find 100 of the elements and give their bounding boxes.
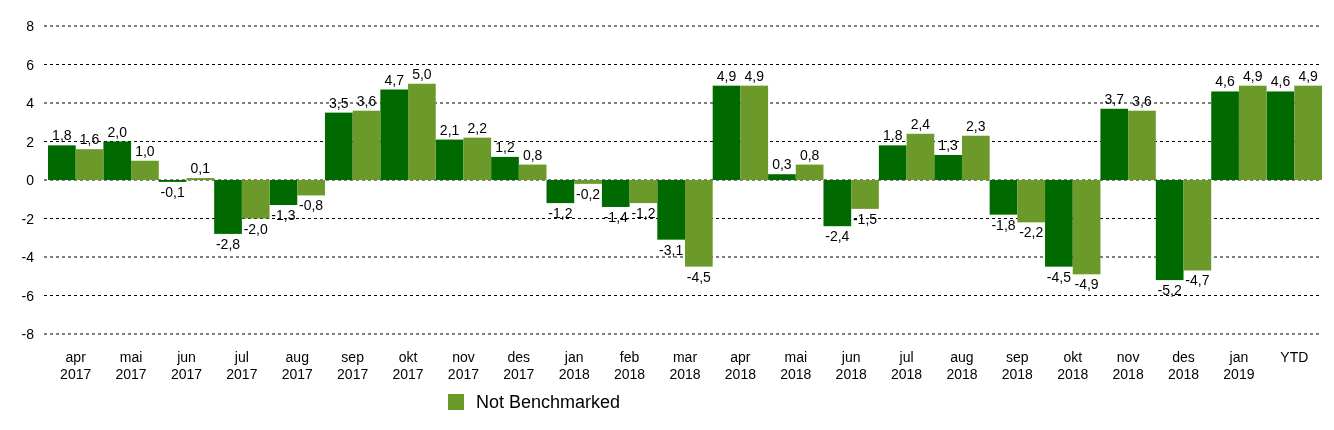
x-tick-label: jun 2017 <box>170 349 203 382</box>
data-label: 0,8 <box>799 146 820 163</box>
bar <box>269 180 298 206</box>
data-label: 2,2 <box>467 119 488 136</box>
bar <box>878 145 907 180</box>
x-tick-label: jan 2019 <box>1223 349 1255 382</box>
bar <box>48 145 76 180</box>
x-tick-label: aug 2017 <box>281 349 314 382</box>
y-tick-label: 2 <box>26 133 35 150</box>
x-tick-label: mai 2017 <box>115 349 147 382</box>
data-label: 2,1 <box>439 121 460 138</box>
bar <box>546 180 575 204</box>
x-tick-label: jul 2018 <box>890 349 923 382</box>
bar <box>851 180 879 209</box>
bar <box>906 133 935 180</box>
bar <box>103 141 132 180</box>
y-tick-label: 4 <box>26 95 35 111</box>
data-label: -1,5 <box>852 210 878 227</box>
data-label: 4,9 <box>1243 67 1263 84</box>
bar <box>740 85 769 180</box>
x-tick-label: aug 2018 <box>946 349 978 382</box>
data-label: 4,9 <box>744 67 765 84</box>
bar <box>518 164 547 180</box>
x-tick-label: apr 2017 <box>60 349 92 382</box>
data-label: 2,0 <box>107 123 128 140</box>
bar <box>1211 91 1239 180</box>
data-label: 2,4 <box>910 115 931 132</box>
data-label: 1,0 <box>135 142 155 159</box>
x-tick-label: nov 2017 <box>447 349 480 382</box>
bar <box>685 180 713 267</box>
bar <box>1072 180 1101 275</box>
bar <box>1155 180 1184 281</box>
data-label: -3,1 <box>659 241 684 258</box>
y-tick-label: -4 <box>21 249 35 265</box>
bar <box>823 180 852 227</box>
bar <box>324 112 353 180</box>
x-tick-label: YTD <box>1280 349 1309 365</box>
data-label: 5,0 <box>412 65 432 82</box>
data-label: -1,8 <box>991 216 1016 233</box>
bar <box>1128 110 1156 180</box>
x-tick-label: apr 2018 <box>724 349 757 382</box>
y-tick-label: 6 <box>26 56 35 73</box>
data-label: 0,8 <box>522 146 543 163</box>
data-label: -0,1 <box>160 183 185 200</box>
y-tick-label: -2 <box>21 210 35 227</box>
data-label: -2,8 <box>215 235 241 252</box>
y-tick-label: 8 <box>26 18 35 34</box>
data-label: 0,3 <box>772 156 792 173</box>
x-tick-label: jul 2017 <box>226 349 258 382</box>
data-label: -4,5 <box>1046 268 1072 285</box>
bar <box>795 164 824 180</box>
y-tick-label: -6 <box>21 287 35 304</box>
data-label: -2,0 <box>243 220 268 237</box>
bar <box>1294 85 1322 180</box>
data-label: 3,6 <box>356 92 377 109</box>
data-label: 3,6 <box>1132 92 1152 109</box>
data-label: 1,6 <box>79 131 100 148</box>
x-tick-label: des 2018 <box>1167 349 1200 382</box>
bar <box>352 110 381 180</box>
data-label: 0,1 <box>190 160 211 177</box>
x-tick-label: mar 2018 <box>669 349 701 382</box>
data-label: 4,9 <box>1298 67 1319 84</box>
data-label: 3,7 <box>1104 90 1125 107</box>
bar <box>712 85 741 180</box>
bar <box>491 156 519 180</box>
bar <box>629 180 658 204</box>
x-tick-label: sep 2017 <box>337 349 369 382</box>
x-tick-label: jun 2018 <box>835 349 867 382</box>
bar <box>1266 91 1295 180</box>
y-tick-label: -8 <box>21 326 35 342</box>
bar <box>768 174 796 180</box>
bar <box>1238 85 1267 180</box>
bar <box>934 154 962 180</box>
bar <box>241 180 270 219</box>
x-tick-label: mai 2018 <box>780 349 812 382</box>
bar <box>657 180 685 240</box>
y-tick-label: 0 <box>26 172 35 188</box>
bar <box>408 83 436 180</box>
data-label: -4,5 <box>686 268 712 285</box>
bar <box>989 180 1018 215</box>
bar <box>1100 108 1129 180</box>
data-label: -0,8 <box>299 197 324 214</box>
x-tick-label: okt 2018 <box>1057 349 1089 382</box>
data-label: -1,3 <box>271 207 296 224</box>
x-tick-label: nov 2018 <box>1112 349 1144 382</box>
bar <box>435 139 464 180</box>
data-label: -4,7 <box>1185 272 1210 289</box>
data-label: -5,2 <box>1157 282 1182 299</box>
data-label: 2,3 <box>966 117 986 134</box>
data-label: 4,6 <box>1215 73 1236 90</box>
data-label: -4,9 <box>1074 276 1099 293</box>
x-tick-label: des 2017 <box>503 349 535 382</box>
bar <box>463 137 492 180</box>
data-label: -2,4 <box>825 228 850 245</box>
data-label: 3,5 <box>329 94 349 111</box>
data-label: -1,4 <box>603 208 629 225</box>
bar <box>601 180 630 207</box>
data-label: -2,2 <box>1019 224 1044 241</box>
data-label: 4,9 <box>716 67 737 84</box>
data-label: 1,8 <box>52 127 72 144</box>
